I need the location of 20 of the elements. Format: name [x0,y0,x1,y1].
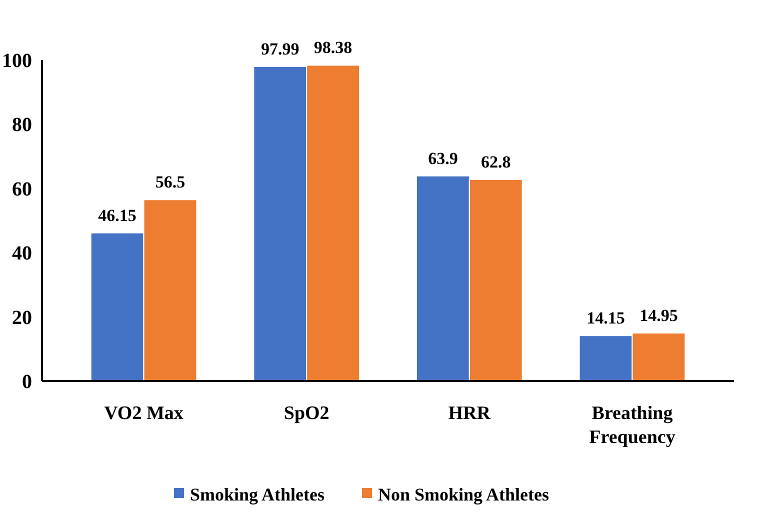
y-tick-label: 80 [12,114,32,136]
data-label: 97.99 [261,39,300,58]
y-tick-label: 40 [12,242,32,265]
legend-label: Smoking Athletes [190,484,325,504]
data-label: 98.38 [314,38,352,58]
x-tick-label: HRR [448,403,491,424]
data-label: 63.9 [428,148,458,168]
legend-label: Non Smoking Athletes [378,484,550,504]
data-label: 14.95 [640,306,678,326]
x-tick-label: VO2 Max [104,403,184,424]
y-tick-label: 20 [12,306,32,329]
y-tick-label: 0 [22,371,32,393]
data-label: 46.15 [98,206,136,225]
data-label: 56.5 [155,172,186,192]
x-tick-label: Breathing Frequency [589,403,676,448]
data-label: 14.15 [586,308,625,328]
x-tick-label: SpO2 [284,403,330,424]
y-tick-label: 100 [2,50,32,72]
y-tick-label: 60 [12,178,32,200]
data-label: 62.8 [480,152,511,172]
